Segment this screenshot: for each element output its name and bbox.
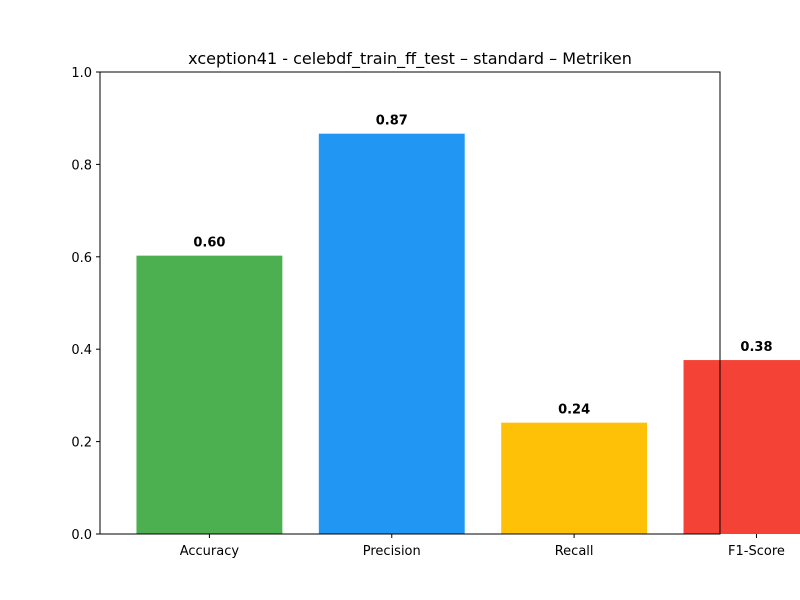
bars-layer: [136, 133, 800, 534]
y-axis: 0.0 0.2 0.4 0.6 0.8 1.0: [71, 66, 100, 543]
y-tick-label: 0.0: [71, 528, 92, 543]
bar-value-label: 0.24: [558, 403, 590, 418]
bar-accuracy: [136, 255, 283, 534]
y-tick-label: 1.0: [71, 66, 92, 81]
bar-value-label: 0.38: [740, 340, 772, 355]
plot-frame: [99, 71, 721, 535]
bar-value-labels: 0.60 0.87 0.24 0.38: [193, 114, 772, 418]
x-axis: Accuracy Precision Recall F1-Score: [180, 534, 785, 559]
bar-f1-score: [683, 360, 800, 534]
y-tick-label: 0.6: [71, 251, 92, 266]
x-tick-label: Accuracy: [180, 544, 240, 559]
chart-title: xception41 - celebdf_train_ff_test – sta…: [188, 49, 632, 69]
x-tick-label: F1-Score: [728, 544, 785, 559]
x-tick-label: Recall: [555, 544, 594, 559]
y-tick-label: 0.8: [71, 158, 92, 173]
bar-precision: [318, 133, 465, 534]
x-tick-label: Precision: [363, 544, 421, 559]
bar-value-label: 0.87: [376, 114, 408, 129]
bar-value-label: 0.60: [193, 236, 225, 251]
bar-recall: [501, 422, 648, 534]
y-tick-label: 0.2: [71, 436, 92, 451]
y-tick-label: 0.4: [71, 343, 92, 358]
